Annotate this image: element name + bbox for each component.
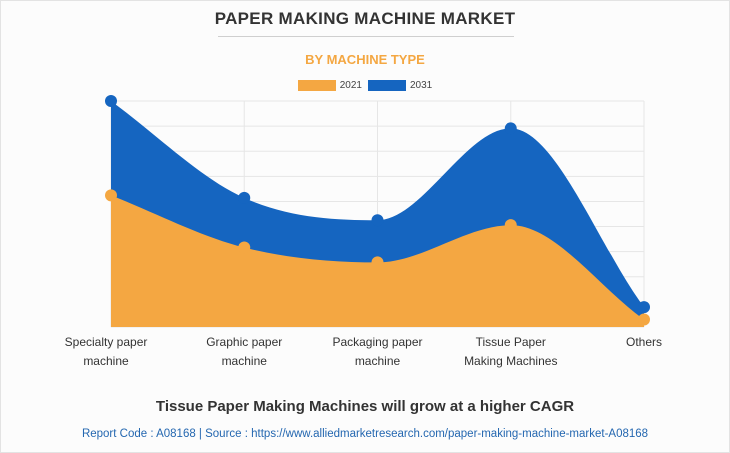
data-point-2031 [238, 191, 251, 204]
chart-subtitle: BY MACHINE TYPE [305, 52, 425, 67]
chart-title: PAPER MAKING MACHINE MARKET [214, 9, 516, 28]
x-tick-label: Graphic paper [206, 335, 282, 349]
data-point-2021 [504, 219, 517, 232]
data-point-2031 [638, 301, 650, 314]
data-point-2021 [638, 313, 650, 326]
x-tick-label: Specialty paper [65, 335, 148, 349]
x-tick-label: Others [626, 335, 662, 349]
chart-headline: Tissue Paper Making Machines will grow a… [155, 398, 575, 415]
legend-label-2031: 2031 [410, 80, 433, 91]
data-point-2021 [238, 241, 251, 254]
area-chart: Specialty paper machine Graphic paper machi… [65, 95, 662, 368]
legend-item-2021[interactable]: 2021 [297, 80, 362, 91]
source-line: Report Code : A08168 | Source : https://… [81, 428, 649, 440]
data-point-2021 [105, 189, 117, 202]
legend-swatch-2031 [368, 80, 406, 91]
title-divider [218, 36, 514, 37]
x-tick-label: Making Machines [464, 354, 557, 368]
x-tick-label: Tissue Paper [476, 335, 546, 349]
x-tick-label: Packaging paper [332, 335, 422, 349]
x-tick-label: machine [83, 354, 129, 368]
data-point-2021 [371, 256, 384, 269]
data-point-2031 [371, 214, 384, 227]
data-point-2031 [105, 95, 117, 107]
legend-label-2021: 2021 [339, 80, 362, 91]
legend-swatch-2021 [297, 80, 336, 91]
legend: 2021 2031 [0, 80, 730, 91]
data-point-2031 [504, 122, 517, 135]
x-tick-label: machine [355, 354, 401, 368]
legend-item-2031[interactable]: 2031 [368, 80, 432, 91]
x-tick-label: machine [222, 354, 268, 368]
